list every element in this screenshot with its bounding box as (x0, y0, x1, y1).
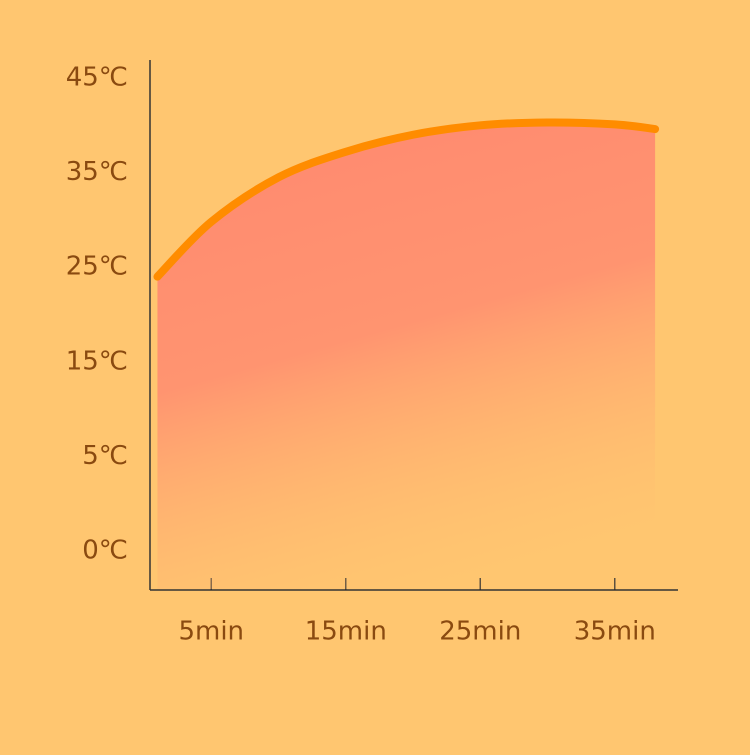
y-tick-label: 45℃ (66, 63, 128, 93)
y-tick-label: 15℃ (66, 346, 128, 376)
x-tick-label: 25min (439, 617, 521, 647)
y-tick-label: 25℃ (66, 252, 128, 282)
y-tick-label: 5℃ (82, 441, 128, 471)
x-tick-label: 35min (574, 617, 656, 647)
line (153, 118, 660, 281)
x-tick-label: 5min (178, 617, 244, 647)
y-tick-label: 35℃ (66, 157, 128, 187)
y-tick-label: 0℃ (82, 536, 128, 566)
x-tick-label: 15min (305, 617, 387, 647)
area-fill (157, 122, 656, 589)
